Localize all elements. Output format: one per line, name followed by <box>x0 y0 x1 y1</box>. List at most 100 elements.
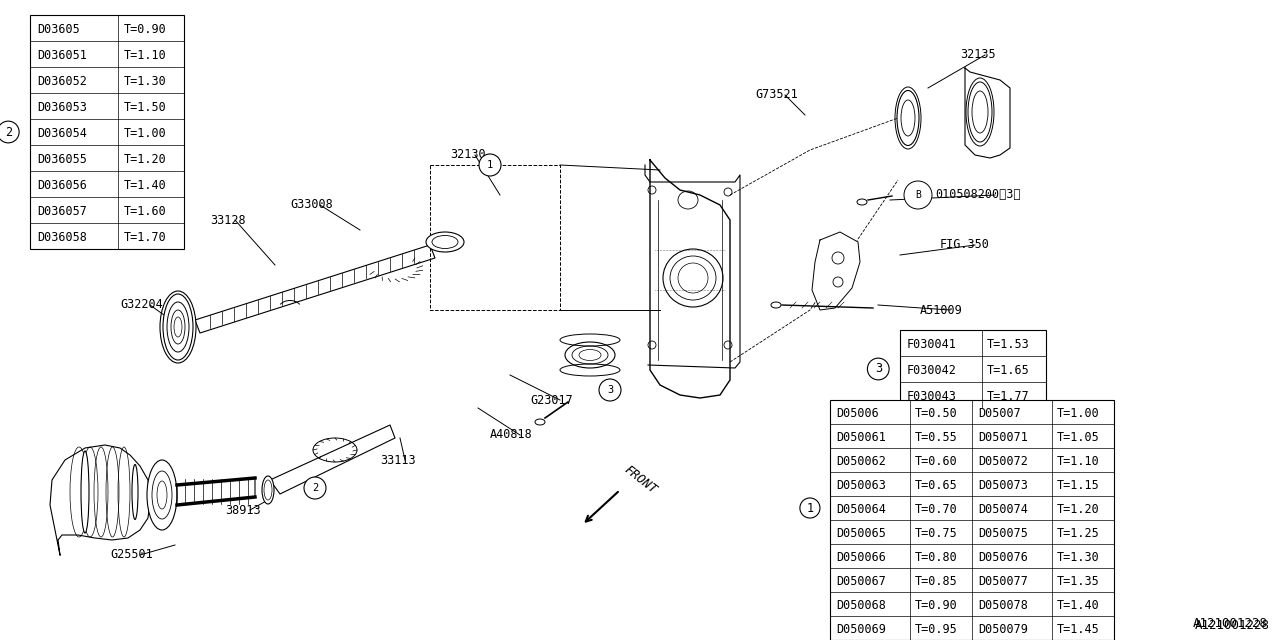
Text: D050063: D050063 <box>836 479 886 492</box>
Text: A40818: A40818 <box>490 429 532 442</box>
Text: T=0.90: T=0.90 <box>915 598 957 612</box>
Text: T=0.75: T=0.75 <box>915 527 957 540</box>
Text: T=1.05: T=1.05 <box>1057 431 1100 444</box>
Text: T=1.00: T=1.00 <box>1057 406 1100 420</box>
Circle shape <box>599 379 621 401</box>
Text: T=1.40: T=1.40 <box>1057 598 1100 612</box>
Text: T=0.80: T=0.80 <box>915 550 957 564</box>
Text: 3: 3 <box>607 385 613 395</box>
Text: T=1.15: T=1.15 <box>1057 479 1100 492</box>
Text: D050066: D050066 <box>836 550 886 564</box>
Text: F030041: F030041 <box>906 338 956 351</box>
Bar <box>900 330 1046 408</box>
Ellipse shape <box>897 90 919 145</box>
Text: T=1.30: T=1.30 <box>1057 550 1100 564</box>
Ellipse shape <box>968 82 992 142</box>
Text: 33128: 33128 <box>210 214 246 227</box>
Text: D050079: D050079 <box>978 623 1028 636</box>
Text: D03605: D03605 <box>37 23 79 36</box>
Circle shape <box>904 181 932 209</box>
Circle shape <box>305 477 326 499</box>
Text: 3: 3 <box>874 362 882 376</box>
Polygon shape <box>195 245 435 333</box>
Text: A51009: A51009 <box>920 303 963 317</box>
Text: T=1.45: T=1.45 <box>1057 623 1100 636</box>
Text: T=1.20: T=1.20 <box>123 153 166 166</box>
Text: D050075: D050075 <box>978 527 1028 540</box>
Text: T=0.65: T=0.65 <box>915 479 957 492</box>
Ellipse shape <box>564 342 614 368</box>
Text: 32130: 32130 <box>451 148 485 161</box>
Text: D036051: D036051 <box>37 49 87 62</box>
Text: G73521: G73521 <box>755 88 797 102</box>
Text: T=1.53: T=1.53 <box>987 338 1030 351</box>
Text: D050062: D050062 <box>836 454 886 468</box>
Text: G25501: G25501 <box>110 548 152 561</box>
Text: D050064: D050064 <box>836 502 886 516</box>
Text: D036052: D036052 <box>37 75 87 88</box>
Text: D036058: D036058 <box>37 231 87 244</box>
Text: T=0.90: T=0.90 <box>123 23 166 36</box>
Text: D050061: D050061 <box>836 431 886 444</box>
Bar <box>29 15 184 249</box>
Text: A121001228: A121001228 <box>1196 619 1270 632</box>
Text: T=1.60: T=1.60 <box>123 205 166 218</box>
Text: D036056: D036056 <box>37 179 87 192</box>
Text: F030043: F030043 <box>906 390 956 403</box>
Text: D036055: D036055 <box>37 153 87 166</box>
Text: 010508200（3）: 010508200（3） <box>934 189 1020 202</box>
Text: 33113: 33113 <box>380 454 416 467</box>
Polygon shape <box>650 160 730 398</box>
Polygon shape <box>812 232 860 310</box>
Text: D050071: D050071 <box>978 431 1028 444</box>
Text: T=0.95: T=0.95 <box>915 623 957 636</box>
Text: T=1.25: T=1.25 <box>1057 527 1100 540</box>
Ellipse shape <box>262 476 274 504</box>
Ellipse shape <box>663 249 723 307</box>
Text: T=0.85: T=0.85 <box>915 575 957 588</box>
Text: T=1.10: T=1.10 <box>123 49 166 62</box>
Text: T=1.65: T=1.65 <box>987 364 1030 377</box>
Text: D050069: D050069 <box>836 623 886 636</box>
Text: D036053: D036053 <box>37 100 87 114</box>
Text: D050078: D050078 <box>978 598 1028 612</box>
Ellipse shape <box>81 451 90 533</box>
Text: T=0.55: T=0.55 <box>915 431 957 444</box>
Text: A121001228: A121001228 <box>1193 617 1268 630</box>
Text: T=1.20: T=1.20 <box>1057 502 1100 516</box>
Text: T=1.50: T=1.50 <box>123 100 166 114</box>
Text: 2: 2 <box>312 483 319 493</box>
Text: T=1.77: T=1.77 <box>987 390 1030 403</box>
Text: G32204: G32204 <box>120 298 163 312</box>
Text: B: B <box>915 190 920 200</box>
Circle shape <box>479 154 500 176</box>
Text: 1: 1 <box>486 160 493 170</box>
Text: D050068: D050068 <box>836 598 886 612</box>
Text: D036057: D036057 <box>37 205 87 218</box>
Text: D036054: D036054 <box>37 127 87 140</box>
Circle shape <box>868 358 890 380</box>
Polygon shape <box>270 425 396 494</box>
Text: 32135: 32135 <box>960 49 996 61</box>
Text: D050077: D050077 <box>978 575 1028 588</box>
Text: D050067: D050067 <box>836 575 886 588</box>
Text: F030042: F030042 <box>906 364 956 377</box>
Text: FIG.350: FIG.350 <box>940 239 989 252</box>
Ellipse shape <box>147 460 177 530</box>
Text: G23017: G23017 <box>530 394 572 406</box>
Text: T=1.35: T=1.35 <box>1057 575 1100 588</box>
Circle shape <box>800 498 820 518</box>
Text: D050074: D050074 <box>978 502 1028 516</box>
Text: D05007: D05007 <box>978 406 1021 420</box>
Text: T=1.00: T=1.00 <box>123 127 166 140</box>
Text: 1: 1 <box>806 502 814 515</box>
Text: T=0.70: T=0.70 <box>915 502 957 516</box>
Text: D050073: D050073 <box>978 479 1028 492</box>
Text: D050076: D050076 <box>978 550 1028 564</box>
Text: T=1.10: T=1.10 <box>1057 454 1100 468</box>
Bar <box>829 400 1114 640</box>
Text: T=0.60: T=0.60 <box>915 454 957 468</box>
Circle shape <box>0 121 19 143</box>
Text: T=0.50: T=0.50 <box>915 406 957 420</box>
Text: 38913: 38913 <box>225 504 261 516</box>
